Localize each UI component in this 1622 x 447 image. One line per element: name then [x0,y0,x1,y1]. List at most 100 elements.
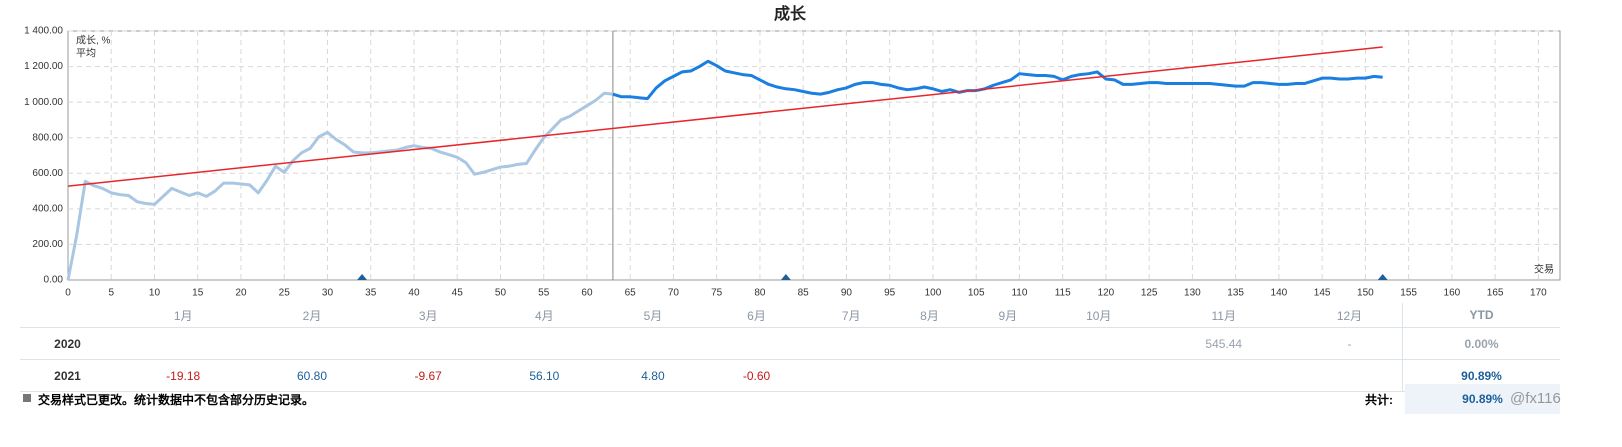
x-tick-label: 40 [408,288,420,299]
month-value [890,327,969,360]
month-value [700,327,813,360]
chart-title: 成长 [774,4,807,23]
year: 2020 [20,327,115,360]
monthly-table: 1月 2月 3月 4月 5月 6月 7月 8月 9月 10月 11月 12月 YTD 2020 545.44… [20,303,1560,392]
year: 2021 [20,359,115,392]
month-value [483,327,605,360]
trend-line [67,46,1383,187]
month-header: 9月 [968,303,1047,328]
month-value [1046,327,1151,360]
month-header: 8月 [890,303,969,328]
x-tick-label: 75 [711,288,723,299]
x-tick-label: 165 [1487,288,1504,299]
x-tick-label: 95 [884,288,896,299]
x-tick-label: 90 [841,288,853,299]
x-tick-label: 50 [495,288,507,299]
trade-marker [780,274,791,280]
x-tick-label: 60 [581,288,593,299]
month-header: 10月 [1046,303,1151,328]
y-tick-label: 1 200.00 [24,61,63,72]
x-tick-label: 0 [65,288,71,299]
month-header: 6月 [700,303,813,328]
month-value [968,359,1047,392]
x-tick-label: 15 [192,288,204,299]
x-tick-label: 55 [538,288,550,299]
trade-label: 交易 [1534,263,1554,276]
month-header: 5月 [604,303,701,328]
x-tick-label: 155 [1400,288,1417,299]
month-value [1150,359,1297,392]
x-tick-label: 110 [1011,288,1027,299]
table-row: 2020 545.44-0.00% [20,327,1560,360]
series-line [66,91,614,281]
month-value [604,327,701,360]
trade-marker [357,274,368,280]
x-tick-label: 25 [279,288,291,299]
footer: 交易样式已更改。统计数据中不包含部分历史记录。 共计: 90.89% @fx11… [20,384,1561,416]
legend-entry: 平均 [76,48,96,60]
table-row: 2021 -19.18 60.80 -9.67 56.10 4.80 -0.60 90.89% [20,359,1560,392]
x-tick-label: 10 [149,288,161,299]
chart: 成长 0.00 200.00 400.00 600.00 800.00 1 000.00 1… [24,4,1561,299]
month-value: 56.10 [483,359,605,392]
x-tick-label: 30 [322,288,334,299]
series-line [612,59,1383,101]
month-header: 4月 [483,303,605,328]
month-header: 12月 [1297,303,1403,328]
month-value [1297,359,1403,392]
month-value [968,327,1047,360]
total-label: 共计: [1365,393,1393,407]
x-tick-label: 105 [968,288,985,299]
corner [20,303,115,328]
month-value [115,327,252,360]
x-tick-label: 150 [1357,288,1374,299]
x-tick-label: 35 [365,288,377,299]
legend-entry: 成长, % [76,35,111,47]
x-tick-label: 45 [452,288,464,299]
y-tick-label: 400.00 [32,203,63,214]
ytd-value: 0.00% [1402,327,1560,360]
month-value [890,359,969,392]
month-value [812,327,891,360]
x-tick-label: 100 [925,288,942,299]
y-tick-label: 600.00 [32,168,63,179]
y-tick-label: 1 000.00 [24,97,63,108]
month-value: 60.80 [251,359,373,392]
note: 交易样式已更改。统计数据中不包含部分历史记录。 [38,393,315,407]
y-tick-label: 1 400.00 [24,26,63,37]
month-header: 2月 [251,303,373,328]
x-tick-label: 170 [1530,288,1547,299]
month-value [1046,359,1151,392]
month-value: 545.44 [1150,327,1297,360]
month-value [812,359,891,392]
note-icon [23,394,31,402]
x-tick-label: 120 [1098,288,1115,299]
month-header: 7月 [812,303,891,328]
month-value: -9.67 [372,359,484,392]
month-value: -0.60 [700,359,813,392]
watermark: @fx116 [1510,390,1561,407]
x-tick-label: 85 [798,288,810,299]
x-tick-label: 5 [108,288,114,299]
x-tick-label: 145 [1314,288,1331,299]
plot-area [67,30,1561,281]
x-tick-label: 160 [1444,288,1461,299]
x-tick-label: 65 [625,288,637,299]
y-tick-label: 200.00 [32,239,63,250]
month-value [372,327,484,360]
month-value: -19.18 [115,359,252,392]
month-header: 1月 [115,303,252,328]
ytd-header: YTD [1402,303,1560,328]
month-header: 11月 [1150,303,1297,328]
table-row: 1月 2月 3月 4月 5月 6月 7月 8月 9月 10月 11月 12月 YTD [20,303,1560,328]
month-value: 4.80 [604,359,701,392]
month-header: 3月 [372,303,484,328]
x-tick-label: 20 [235,288,247,299]
y-tick-label: 0.00 [44,275,64,286]
x-tick-label: 70 [668,288,680,299]
y-tick-label: 800.00 [32,132,63,143]
total: 90.89% [1405,384,1560,414]
month-value [251,327,373,360]
x-tick-label: 125 [1141,288,1158,299]
